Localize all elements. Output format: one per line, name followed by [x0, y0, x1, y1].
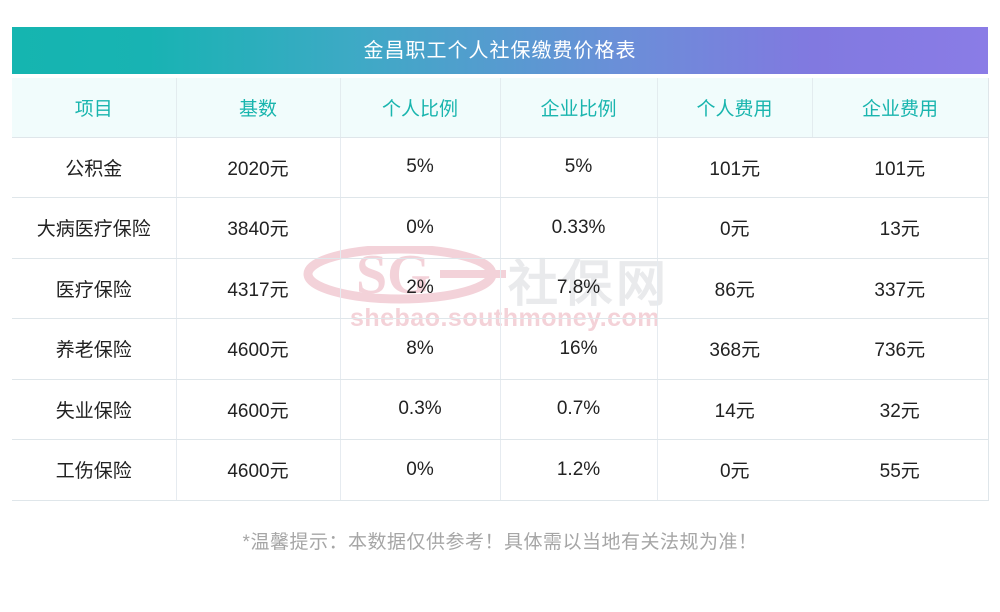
cell-base: 2020元	[176, 137, 341, 198]
cell-company-rate: 5%	[500, 137, 658, 198]
page-title: 金昌职工个人社保缴费价格表	[363, 39, 637, 62]
cell-personal-rate: 0%	[340, 439, 501, 501]
cell-company-fee: 55元	[812, 439, 989, 501]
table-row: 医疗保险 4317元 2% 7.8% 86元 337元	[12, 258, 989, 319]
table-row: 失业保险 4600元 0.3% 0.7% 14元 32元	[12, 379, 989, 440]
cell-personal-rate: 2%	[340, 258, 501, 319]
cell-personal-fee: 368元	[657, 318, 812, 380]
cell-personal-rate: 0.3%	[340, 379, 501, 440]
footnote: *温馨提示：本数据仅供参考！具体需以当地有关法规为准！	[242, 532, 758, 553]
column-header-personal-rate: 个人比例	[340, 78, 501, 138]
cell-company-fee: 337元	[812, 258, 989, 319]
cell-personal-rate: 0%	[340, 197, 501, 259]
cell-company-rate: 0.33%	[500, 197, 658, 259]
cell-personal-rate: 5%	[340, 137, 501, 198]
cell-personal-rate: 8%	[340, 318, 501, 380]
cell-company-rate: 7.8%	[500, 258, 658, 319]
cell-item: 大病医疗保险	[12, 197, 177, 259]
cell-item: 公积金	[12, 137, 177, 198]
cell-company-fee: 736元	[812, 318, 989, 380]
table-row: 公积金 2020元 5% 5% 101元 101元	[12, 137, 989, 198]
social-insurance-table: 项目 基数 个人比例 企业比例 个人费用 企业费用 公积金 2020元 5% 5…	[12, 78, 989, 501]
cell-personal-fee: 0元	[657, 439, 812, 501]
table-row: 工伤保险 4600元 0% 1.2% 0元 55元	[12, 439, 989, 501]
table-header-row: 项目 基数 个人比例 企业比例 个人费用 企业费用	[12, 78, 989, 138]
cell-company-fee: 101元	[812, 137, 989, 198]
cell-item: 工伤保险	[12, 439, 177, 501]
cell-item: 养老保险	[12, 318, 177, 380]
cell-item: 医疗保险	[12, 258, 177, 319]
table-body: 公积金 2020元 5% 5% 101元 101元 大病医疗保险 3840元 0…	[12, 137, 989, 501]
cell-personal-fee: 14元	[657, 379, 812, 440]
cell-base: 3840元	[176, 197, 341, 259]
column-header-item: 项目	[12, 78, 177, 138]
cell-company-fee: 13元	[812, 197, 989, 259]
cell-personal-fee: 86元	[657, 258, 812, 319]
cell-personal-fee: 101元	[657, 137, 812, 198]
cell-company-fee: 32元	[812, 379, 989, 440]
table-header: 项目 基数 个人比例 企业比例 个人费用 企业费用	[12, 78, 989, 138]
cell-base: 4600元	[176, 439, 341, 501]
cell-item: 失业保险	[12, 379, 177, 440]
cell-company-rate: 16%	[500, 318, 658, 380]
cell-personal-fee: 0元	[657, 197, 812, 259]
cell-base: 4600元	[176, 318, 341, 380]
table-row: 大病医疗保险 3840元 0% 0.33% 0元 13元	[12, 197, 989, 259]
social-insurance-table-wrapper: 项目 基数 个人比例 企业比例 个人费用 企业费用 公积金 2020元 5% 5…	[12, 78, 989, 501]
cell-base: 4317元	[176, 258, 341, 319]
table-row: 养老保险 4600元 8% 16% 368元 736元	[12, 318, 989, 380]
column-header-base: 基数	[176, 78, 341, 138]
column-header-company-rate: 企业比例	[500, 78, 658, 138]
title-banner: 金昌职工个人社保缴费价格表	[12, 27, 988, 74]
cell-company-rate: 1.2%	[500, 439, 658, 501]
cell-base: 4600元	[176, 379, 341, 440]
column-header-personal-fee: 个人费用	[657, 78, 813, 138]
cell-company-rate: 0.7%	[500, 379, 658, 440]
column-header-company-fee: 企业费用	[812, 78, 989, 138]
